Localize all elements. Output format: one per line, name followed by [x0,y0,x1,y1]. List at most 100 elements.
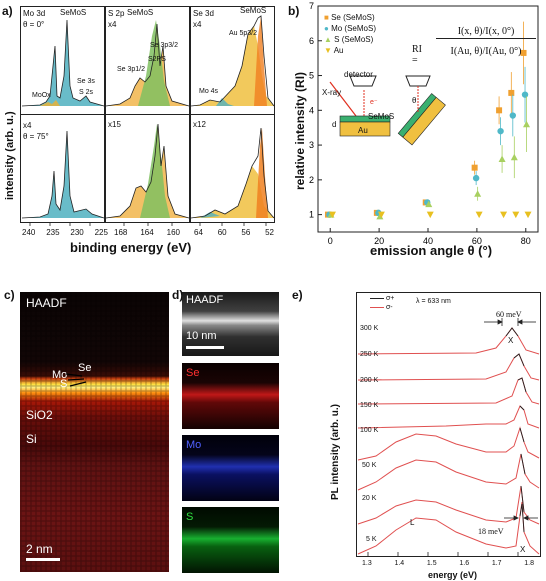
panel-c-label: c) [4,288,15,302]
mo-label-d: Mo [186,439,202,451]
data-point [500,211,508,219]
line-marker-icon [370,297,384,299]
scale-label-c: 2 nm [26,542,53,556]
x4-label-2: x4 [193,20,202,29]
se3d-label: Se 3d [193,9,214,18]
panel-a-xticks-2: 168 164 160 [114,228,180,237]
data-point [523,120,531,128]
si-label: Si [26,432,37,446]
theta75-label: θ = 75° [23,132,49,141]
legend-item-sigma-plus: σ+ [370,294,394,303]
legend-item-mo: ● Mo (SeMoS) [324,23,376,34]
xray-label: X-ray [322,88,342,97]
data-point [496,107,503,114]
square-marker-icon: ■ [324,13,329,22]
legend-label: Se (SeMoS) [331,13,375,22]
panel-d-label: d) [172,288,184,302]
scale-bar-c [26,558,60,561]
data-point [328,211,336,219]
xtick: 235 [46,228,60,237]
mo-label-c: Mo [52,369,68,381]
xtick-label: 20 [374,236,384,246]
panel-b-legend: ■ Se (SeMoS) ● Mo (SeMoS) ▲ S (SeMoS) ▼ … [324,12,376,56]
panel-a-ylabel: intensity (arb. u.) [4,111,16,200]
ytick-label: 5 [309,71,314,81]
legend-item-se: ■ Se (SeMoS) [324,12,376,23]
data-point [474,190,482,197]
legend-label: S (SeMoS) [334,35,374,44]
xtick: 1.6 [459,560,470,567]
data-point [426,211,434,219]
panel-b-label: b) [288,4,300,18]
legend-item-sigma-minus: σ- [370,303,394,312]
ytick-label: 3 [309,140,314,150]
sio2-label: SiO2 [26,408,53,422]
data-point [512,211,520,219]
s2s-label: S 2s [79,89,94,96]
x-bot-label: X [520,545,526,554]
data-point [521,91,529,98]
xtick: 60 [217,228,227,237]
legend-label: Au [333,46,344,55]
triangle-down-marker-icon: ▼ [324,46,332,55]
d-label: d [332,120,337,129]
s2p-label: S 2p [108,9,125,18]
data-point [508,89,515,96]
data-point [509,112,517,119]
xtick: 164 [140,228,154,237]
temp-100k: 100 K [360,427,379,434]
panel-e-legend: σ+ σ- [370,294,394,312]
data-point [475,211,483,219]
moox-label: MoOx [32,92,51,99]
detector-label: detector [344,70,373,79]
temp-20k: 20 K [362,495,377,502]
au5p-label: Au 5p3/2 [229,30,258,37]
xtick: 1.7 [491,560,502,567]
mo-map: Mo [182,435,279,501]
legend-item-s: ▲ S (SeMoS) [324,34,376,45]
mev18-label: 18 meV [478,527,504,536]
panel-e-ylabel: PL intensity (arb. u.) [330,404,341,500]
temp-5k: 5 K [366,536,377,543]
s-label-d: S [186,511,194,523]
semos-label-2: SeMoS [127,8,154,17]
xtick: 240 [22,228,36,237]
data-point [377,211,385,219]
data-point [497,127,504,135]
data-point [425,200,433,208]
mo3d-label: Mo 3d [23,9,46,18]
se-label-d: Se [186,367,200,379]
data-point [520,49,527,56]
se-map: Se [182,363,279,429]
arrows-icon [65,373,87,387]
se3p12-label: Se 3p1/2 [117,66,146,73]
au-inset-label: Au [358,126,368,135]
x15-label: x15 [108,120,121,129]
xtick: 1.8 [524,560,534,567]
s-map: S [182,507,279,573]
triangle-up-marker-icon: ▲ [324,35,332,44]
panel-e-label: e) [292,288,303,302]
temp-200k: 200 K [360,377,379,384]
theta-inset-label: θ [412,96,417,105]
data-point [498,155,506,162]
x4-label-1: x4 [108,20,117,29]
legend-item-au: ▼ Au [324,45,376,56]
panel-e-xticks: 1.3 1.4 1.5 1.6 1.7 1.8 [362,560,534,567]
s2ps-label: S2PS [148,56,166,63]
geometry-inset [329,75,446,146]
xtick: 160 [166,228,180,237]
eq-lhs: RI = [412,44,422,66]
panel-a-topright-label: Se 3d x4 [193,8,214,30]
x-top-label: X [508,336,514,345]
xtick-label: 40 [423,236,433,246]
panel-b-xlabel: emission angle θ (°) [370,243,493,258]
theta0-label: θ = 0° [23,20,45,29]
legend-label: Mo (SeMoS) [331,24,376,33]
temp-300k: 300 K [360,325,379,332]
semos-inset-label: SeMoS [368,112,395,121]
semos-label-1: SeMoS [60,8,87,17]
panel-a-xticks-1: 240 235 230 225 [22,228,108,237]
haadf-map: HAADF 10 nm [182,292,279,356]
l-label: L [410,518,415,527]
